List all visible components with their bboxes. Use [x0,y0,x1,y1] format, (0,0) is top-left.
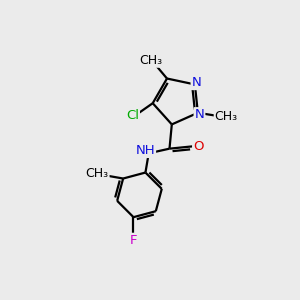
Text: Cl: Cl [126,109,139,122]
Text: N: N [195,108,204,121]
Text: CH₃: CH₃ [215,110,238,123]
Text: NH: NH [135,144,155,157]
Text: O: O [193,140,204,153]
Text: F: F [130,234,137,247]
Text: N: N [192,76,201,89]
Text: CH₃: CH₃ [140,54,163,67]
Text: CH₃: CH₃ [85,167,109,180]
